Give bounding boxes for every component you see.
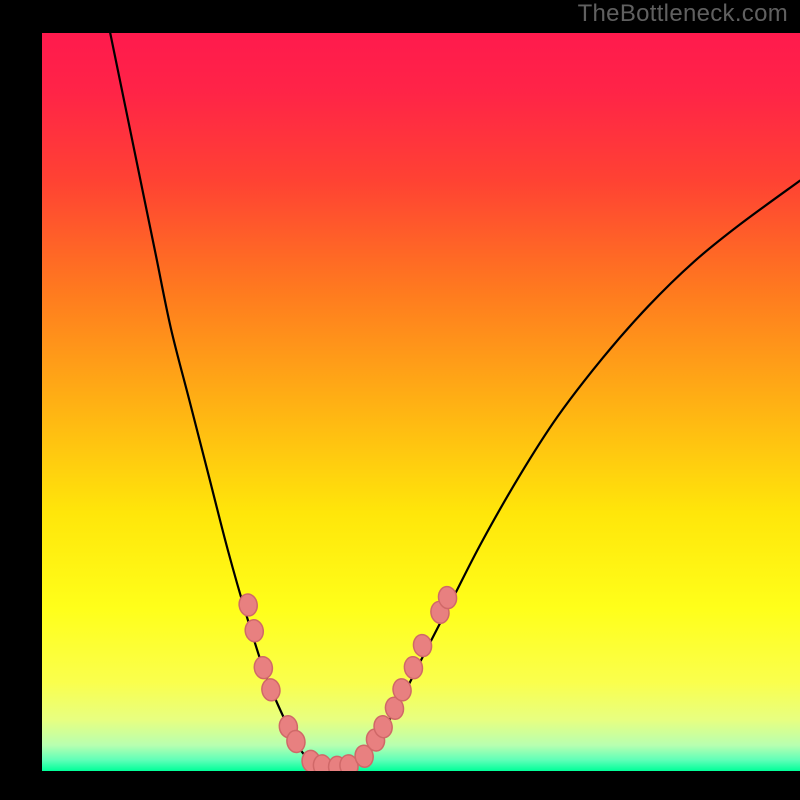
chart-root: TheBottleneck.com <box>0 0 800 800</box>
chart-svg <box>42 33 800 771</box>
plot-area <box>42 33 800 771</box>
watermark-text: TheBottleneck.com <box>578 0 788 28</box>
